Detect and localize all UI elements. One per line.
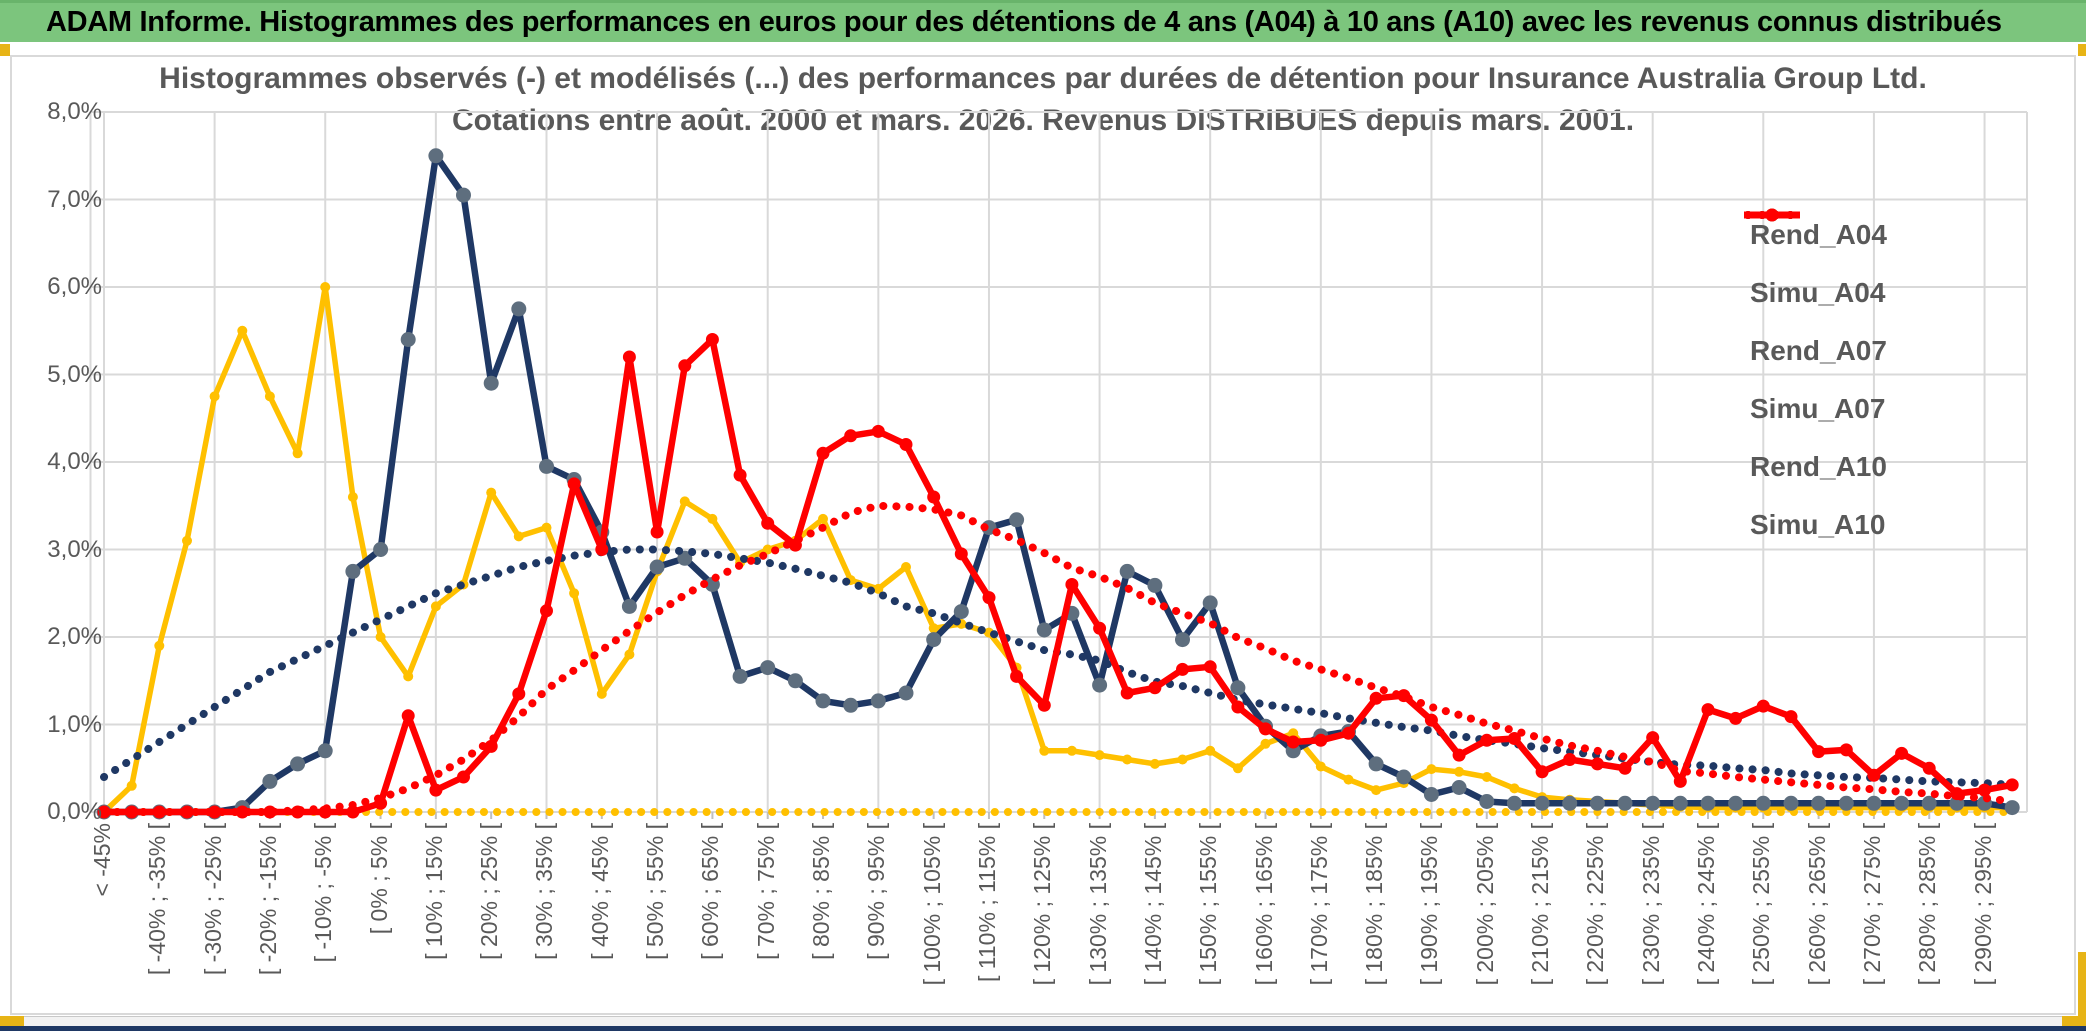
report-title: ADAM Informe. Histogrammes des performan… (46, 6, 2002, 38)
x-tick-label: [ 0% ; 5% [ (365, 823, 392, 935)
x-tick-label: < -45% (89, 823, 115, 897)
y-tick-label: 4,0% (47, 448, 102, 475)
x-tick-label: [ 170% ; 175% [ (1305, 823, 1332, 986)
x-tick-label: [ 220% ; 225% [ (1582, 823, 1609, 986)
x-tick-label: [ 200% ; 205% [ (1471, 823, 1498, 986)
x-tick-label: [ -10% ; -5% [ (310, 823, 337, 963)
legend-label: Simu_A10 (1750, 509, 1886, 540)
x-tick-label: [ 70% ; 75% [ (752, 823, 779, 960)
y-tick-label: 7,0% (47, 185, 102, 213)
y-tick-label: 8,0% (47, 98, 102, 125)
chart-title-line2: Cotations entre août. 2000 et mars. 2026… (451, 104, 1635, 137)
x-tick-label: [ 90% ; 95% [ (863, 823, 890, 960)
x-tick-label: [ 260% ; 265% [ (1803, 823, 1830, 986)
x-tick-label: [ 240% ; 245% [ (1692, 823, 1719, 986)
x-tick-label: [ 50% ; 55% [ (642, 823, 669, 960)
legend-dotted-line-icon (1744, 211, 1802, 219)
left-edge-gold-accent (0, 44, 10, 56)
legend-label: Rend_A07 (1750, 335, 1887, 366)
x-tick-label: [ 20% ; 25% [ (476, 823, 503, 960)
x-tick-label: [ -20% ; -15% [ (254, 823, 281, 976)
right-edge-gold-accent (2078, 44, 2086, 56)
series-Rend_A04 (102, 284, 2013, 814)
y-tick-label: 6,0% (47, 273, 102, 300)
x-tick-label: [ -30% ; -25% [ (199, 823, 226, 976)
chart-card (10, 55, 2076, 1015)
legend-label: Rend_A04 (1750, 219, 1887, 250)
x-tick-label: [ 130% ; 135% [ (1084, 823, 1111, 986)
x-tick-label: [ 110% ; 115% [ (973, 823, 1000, 982)
y-tick-label: 3,0% (47, 535, 102, 563)
series-Rend_A10 (104, 336, 2013, 816)
x-tick-label: [ 290% ; 295% [ (1969, 823, 1996, 986)
x-tick-label: [ 120% ; 125% [ (1029, 823, 1056, 986)
series-Simu_A10 (100, 501, 2017, 816)
x-tick-label: [ 40% ; 45% [ (586, 823, 613, 960)
x-tick-label: [ 100% ; 105% [ (918, 823, 945, 986)
y-tick-label: 5,0% (47, 360, 102, 388)
legend-label: Rend_A10 (1750, 451, 1887, 482)
legend-item-Simu_A10: Simu_A10 (1742, 211, 1887, 554)
x-tick-label: [ 190% ; 195% [ (1416, 823, 1443, 986)
x-tick-label: [ 180% ; 185% [ (1361, 823, 1388, 986)
x-tick-label: [ 270% ; 275% [ (1858, 823, 1885, 986)
x-tick-label: [ -40% ; -35% [ (144, 823, 171, 976)
legend-item-Rend_A07: Rend_A07 (1742, 208, 1887, 380)
right-edge-gold-sliver (2078, 952, 2086, 1016)
x-tick-label: [ 30% ; 35% [ (531, 823, 558, 960)
series-Rend_A07 (104, 152, 2013, 816)
legend-label: Simu_A04 (1750, 277, 1886, 308)
x-tick-label: [ 140% ; 145% [ (1139, 823, 1166, 986)
x-tick-label: [ 80% ; 85% [ (808, 823, 835, 960)
legend-item-Simu_A04: Simu_A04 (1742, 211, 1887, 322)
x-tick-label: [ 10% ; 15% [ (420, 823, 447, 960)
bottom-navy-bar (0, 1026, 2086, 1031)
chart-legend: Rend_A04 Simu_A04 Rend_A07 Simu_A07 Rend… (1742, 206, 1887, 554)
x-tick-label: [ 250% ; 255% [ (1748, 823, 1775, 986)
y-tick-label: 1,0% (47, 710, 102, 738)
chart-title-line1: Histogrammes observés (-) et modélisés (… (159, 62, 1927, 95)
x-tick-label: [ 150% ; 155% [ (1195, 823, 1222, 986)
x-tick-label: [ 280% ; 285% [ (1914, 823, 1941, 986)
legend-label: Simu_A07 (1750, 393, 1886, 424)
report-title-bar: ADAM Informe. Histogrammes des performan… (0, 0, 2086, 42)
x-tick-label: [ 160% ; 165% [ (1250, 823, 1277, 986)
x-tick-label: [ 210% ; 215% [ (1527, 823, 1554, 986)
y-tick-label: 2,0% (47, 623, 102, 650)
legend-item-Simu_A07: Simu_A07 (1742, 211, 1887, 438)
x-tick-label: [ 60% ; 65% [ (697, 823, 724, 960)
y-tick-label: 0,0% (47, 798, 102, 825)
x-tick-label: [ 230% ; 235% [ (1637, 823, 1664, 986)
legend-item-Rend_A10: Rend_A10 (1742, 208, 1887, 496)
